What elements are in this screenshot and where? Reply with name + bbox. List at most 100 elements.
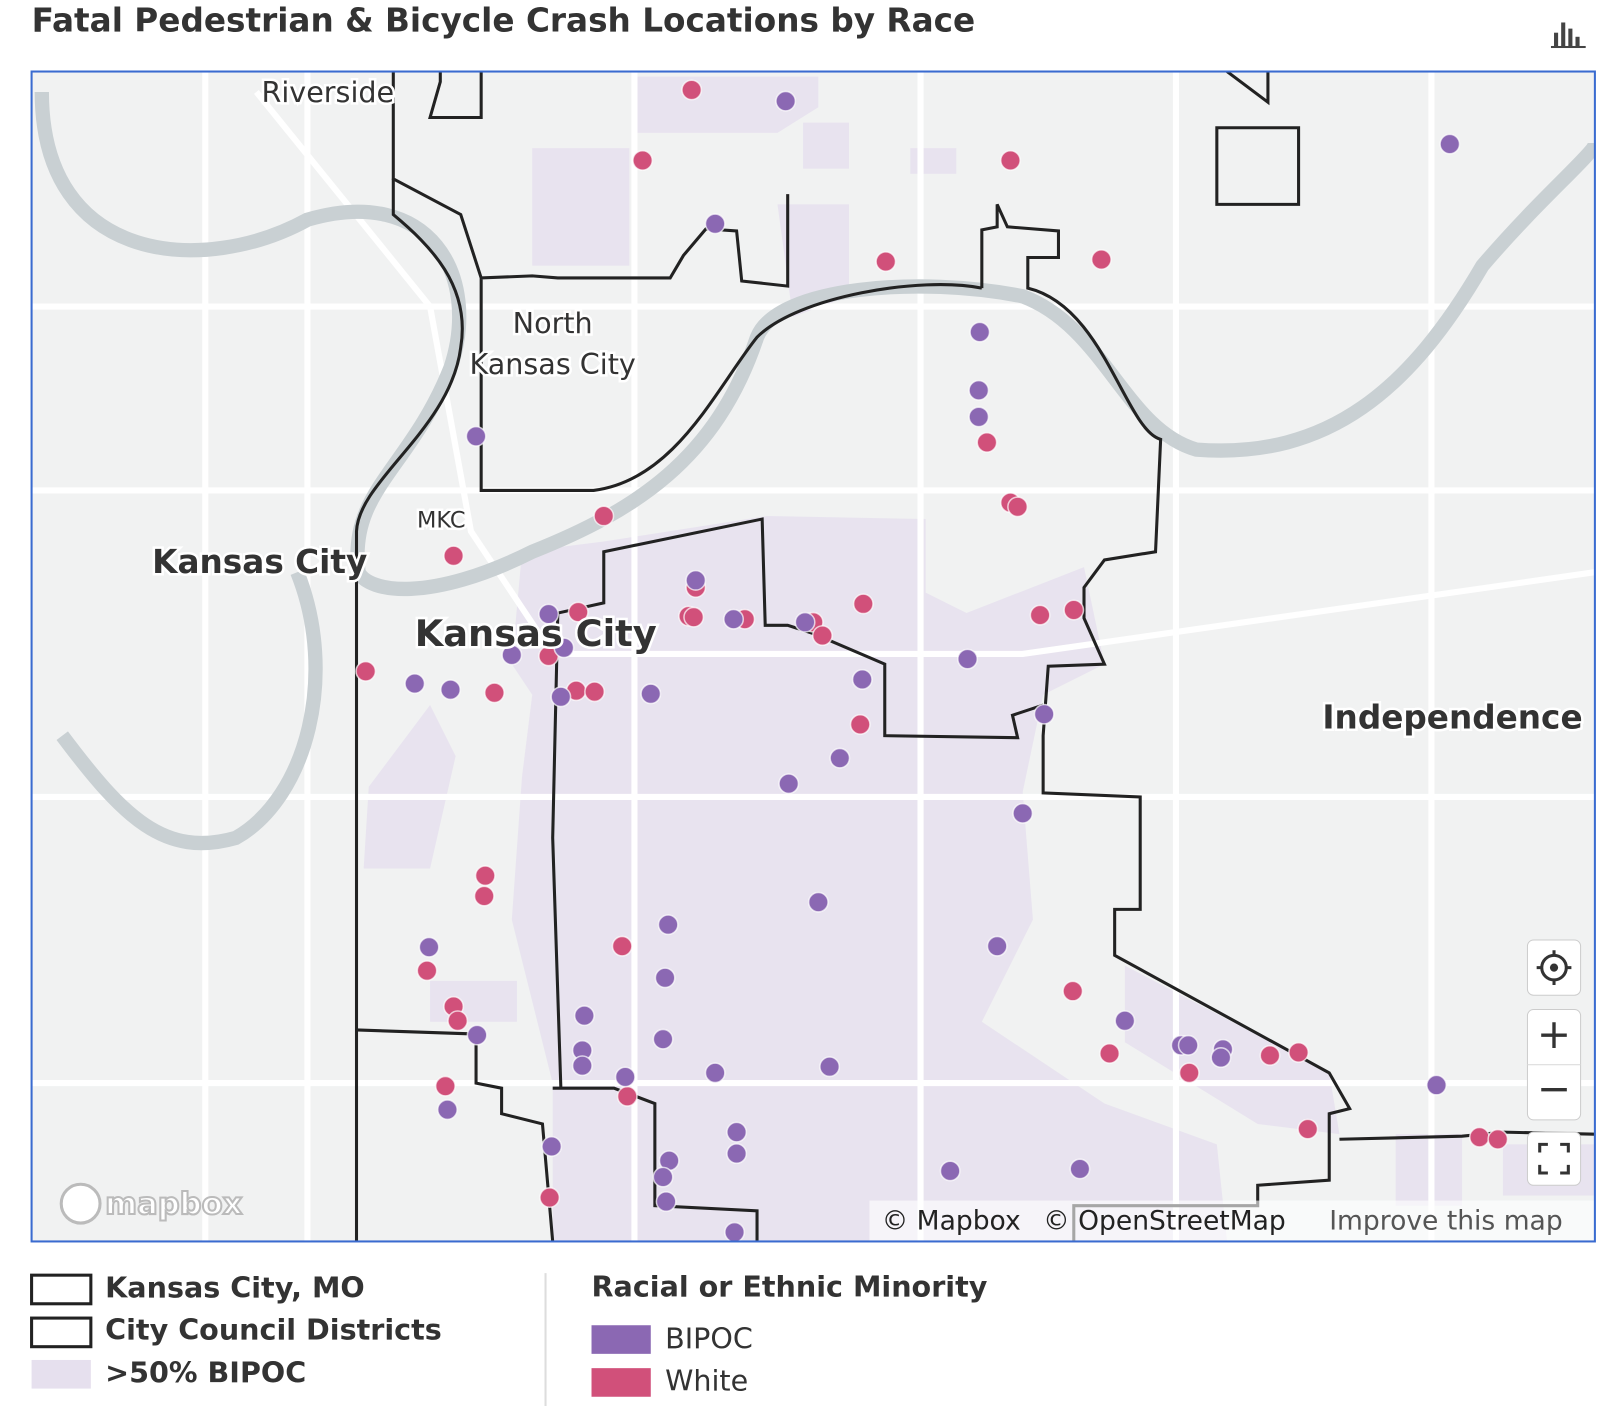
crash-point [794,611,816,633]
crash-point [1063,599,1085,621]
crash-point [632,149,654,171]
legend-label: >50% BIPOC [105,1355,306,1389]
legend-label: Kansas City, MO [105,1270,365,1304]
attribution-link[interactable]: © OpenStreetMap [1043,1206,1286,1237]
crash-point [968,406,990,428]
rivers [34,91,1595,851]
bipoc-area [511,515,1228,1242]
mapbox-logo[interactable]: mapbox [59,1182,244,1225]
title: Fatal Pedestrian & Bicycle Crash Locatio… [32,1,976,39]
crash-point [473,885,495,907]
crash-point [447,1010,469,1032]
place-label: Kansas City [152,543,367,581]
crash-point [1090,249,1112,271]
crash-point [775,90,797,112]
bipoc-area [430,980,517,1022]
bipoc-area [532,148,630,266]
crash-point [355,660,377,682]
crash-point [573,1005,595,1027]
crash-point [819,1056,841,1078]
crash-point [1468,1126,1490,1148]
map-frame [30,70,1596,1243]
place-label: MKC [417,508,466,534]
crash-point [683,606,705,628]
crash-point [1426,1074,1447,1096]
crash-point [704,1062,726,1084]
attribution-link[interactable]: © Mapbox [882,1206,1021,1237]
crash-point [418,936,440,958]
crash-point [553,637,575,659]
legend-swatch [30,1273,93,1306]
crash-point [1033,703,1055,725]
crash-point [999,149,1021,171]
crash-point [652,1028,674,1050]
crash-point [681,79,703,101]
place-label: North [513,306,593,340]
crash-point [440,679,461,701]
zoom-in[interactable]: + [1537,1010,1571,1058]
crash-point [726,1143,748,1165]
crash-point [807,891,829,913]
crash-point [1259,1045,1281,1066]
place-label: Riverside [261,75,394,109]
crash-point [1012,802,1034,824]
crash-point [404,673,426,695]
crash-point [652,1166,674,1188]
place-labels: Riverside North Kansas City MKC Kansas C… [150,72,1586,738]
logo-text: mapbox [105,1187,243,1222]
crash-point [1069,1158,1091,1180]
crash-point [501,644,523,666]
fullscreen-button[interactable] [1526,1131,1582,1186]
crash-point [1114,1010,1136,1032]
crash-point [724,1221,746,1242]
crash-point [976,431,998,453]
crash-points [355,79,1509,1242]
bipoc-area [363,705,456,869]
geolocate-button[interactable] [1526,939,1582,996]
crash-point [875,251,897,273]
chart-icon[interactable] [1550,22,1586,49]
crash-point [851,669,873,690]
legend-label: City Council Districts [105,1312,442,1346]
legend: Kansas City, MO City Council Districts >… [30,1269,988,1406]
crash-point [1029,604,1051,626]
crash-point [657,914,679,936]
crash-point [541,1135,563,1157]
legend-label: BIPOC [665,1322,753,1356]
place-label: Kansas City [415,612,657,655]
crash-point [1439,133,1461,155]
crash-point [811,625,833,647]
legend-swatch [30,1316,93,1349]
crash-point [723,608,745,630]
crash-point [968,379,990,401]
legend-swatch [31,1359,91,1389]
crash-point [1178,1062,1200,1084]
legend-title: Racial or Ethnic Minority [592,1269,988,1303]
crash-point [436,1099,458,1121]
place-label: Independence [1322,698,1582,736]
crash-point [539,1187,561,1208]
crash-point [611,935,633,957]
crash-point [829,747,851,769]
crash-point [466,1024,488,1046]
crash-point [1297,1118,1319,1140]
bipoc-area [910,148,957,174]
crash-point [654,967,676,989]
crash-point [465,425,487,447]
district-boundaries [354,71,1595,1242]
crash-point [852,593,874,615]
legend-swatch [591,1325,651,1354]
crash-point [616,1085,638,1107]
crash-point [969,321,991,343]
bipoc-area [634,76,819,133]
crash-point [726,1121,748,1143]
attribution-link[interactable]: Improve this map [1329,1206,1562,1237]
zoom-out[interactable]: − [1537,1064,1571,1112]
crash-point [957,648,978,670]
map[interactable]: Riverside North Kansas City MKC Kansas C… [31,71,1595,1242]
crash-point [1062,980,1084,1002]
crash-point [571,1055,593,1077]
crash-point [593,505,615,527]
crash-point [685,569,707,591]
